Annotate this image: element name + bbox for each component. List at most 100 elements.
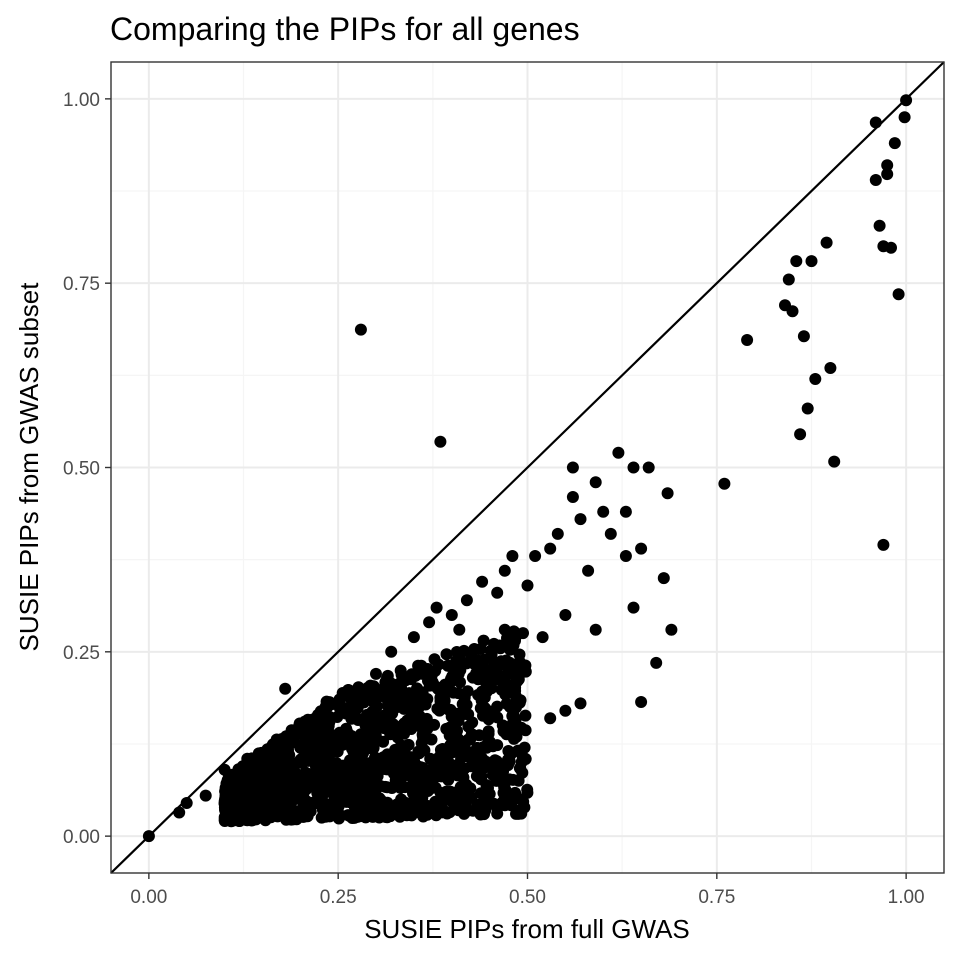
data-point bbox=[461, 685, 474, 698]
data-point bbox=[512, 673, 525, 686]
data-point bbox=[511, 744, 524, 757]
data-point bbox=[502, 679, 515, 692]
data-point bbox=[385, 782, 398, 794]
data-point bbox=[349, 741, 362, 754]
data-point bbox=[881, 159, 894, 172]
data-point bbox=[474, 643, 487, 655]
data-point bbox=[828, 455, 841, 468]
data-point bbox=[589, 623, 602, 636]
data-point bbox=[457, 771, 470, 784]
data-point bbox=[328, 730, 341, 742]
data-point bbox=[635, 542, 648, 555]
data-point bbox=[385, 807, 398, 820]
data-point bbox=[465, 728, 478, 741]
data-point bbox=[484, 644, 497, 657]
data-point bbox=[495, 768, 508, 780]
data-point bbox=[445, 673, 457, 685]
x-axis-title: SUSIE PIPs from full GWAS bbox=[364, 914, 690, 944]
data-point bbox=[415, 659, 428, 672]
data-point bbox=[877, 538, 890, 551]
data-point bbox=[238, 811, 251, 824]
data-point bbox=[502, 745, 515, 757]
data-point bbox=[300, 782, 313, 795]
data-point bbox=[447, 735, 460, 748]
data-point bbox=[355, 694, 368, 707]
data-point bbox=[359, 743, 372, 756]
data-point bbox=[337, 701, 350, 714]
data-point bbox=[627, 461, 640, 474]
y-axis-title: SUSIE PIPs from GWAS subset bbox=[14, 282, 44, 652]
data-point bbox=[500, 697, 513, 710]
data-point bbox=[782, 273, 795, 286]
data-point bbox=[266, 747, 278, 760]
data-point bbox=[306, 754, 319, 767]
data-point bbox=[418, 744, 431, 757]
data-point bbox=[519, 709, 532, 722]
data-point bbox=[504, 665, 516, 678]
data-point bbox=[873, 219, 886, 232]
data-point bbox=[665, 623, 678, 636]
data-point bbox=[314, 779, 326, 792]
data-point bbox=[344, 754, 356, 767]
data-point bbox=[493, 639, 506, 652]
data-point bbox=[491, 711, 504, 724]
data-point bbox=[347, 811, 360, 824]
data-point bbox=[398, 727, 411, 740]
data-point bbox=[820, 236, 833, 249]
data-point bbox=[472, 654, 484, 667]
data-point bbox=[416, 791, 429, 804]
data-point bbox=[347, 785, 360, 798]
data-point bbox=[475, 694, 488, 707]
data-point bbox=[619, 505, 632, 518]
data-point bbox=[529, 550, 542, 562]
data-point bbox=[389, 743, 402, 756]
data-point bbox=[574, 697, 587, 710]
data-point bbox=[466, 671, 479, 684]
data-point bbox=[252, 747, 265, 760]
data-point bbox=[377, 735, 390, 748]
x-tick-label: 0.50 bbox=[509, 887, 546, 908]
data-point bbox=[597, 505, 610, 518]
data-point bbox=[334, 777, 347, 790]
data-point bbox=[521, 786, 534, 799]
data-point bbox=[453, 623, 466, 636]
data-point bbox=[497, 725, 510, 738]
identity-reference-line bbox=[110, 61, 945, 874]
data-point bbox=[459, 803, 472, 816]
data-point bbox=[304, 732, 317, 745]
data-point bbox=[650, 656, 663, 669]
data-point bbox=[340, 795, 353, 808]
data-point bbox=[476, 575, 489, 588]
data-point bbox=[790, 255, 803, 268]
data-point bbox=[260, 761, 273, 774]
data-point bbox=[718, 477, 731, 490]
data-point bbox=[390, 765, 403, 778]
data-point bbox=[428, 653, 441, 666]
data-point bbox=[142, 830, 155, 843]
data-point bbox=[387, 727, 400, 740]
data-point bbox=[381, 699, 394, 712]
data-point bbox=[491, 586, 504, 599]
data-point bbox=[424, 763, 437, 776]
data-point bbox=[519, 753, 532, 765]
data-point bbox=[362, 757, 375, 770]
data-point bbox=[425, 669, 438, 682]
data-point bbox=[445, 795, 458, 807]
data-point bbox=[366, 705, 379, 718]
data-point bbox=[741, 334, 754, 346]
data-point bbox=[374, 752, 386, 765]
y-axis-ticks: 0.00 0.25 0.50 0.75 1.00 bbox=[63, 90, 111, 848]
data-point bbox=[460, 698, 473, 711]
data-point bbox=[362, 792, 374, 805]
data-point bbox=[407, 769, 420, 781]
data-point bbox=[425, 733, 438, 746]
data-point bbox=[657, 572, 670, 585]
data-point bbox=[498, 564, 511, 577]
data-point bbox=[460, 594, 473, 607]
data-point bbox=[869, 116, 882, 129]
data-point bbox=[574, 513, 587, 526]
x-axis-ticks: 0.00 0.25 0.50 0.75 1.00 bbox=[130, 873, 925, 908]
data-point bbox=[330, 758, 343, 771]
data-point bbox=[642, 461, 655, 474]
